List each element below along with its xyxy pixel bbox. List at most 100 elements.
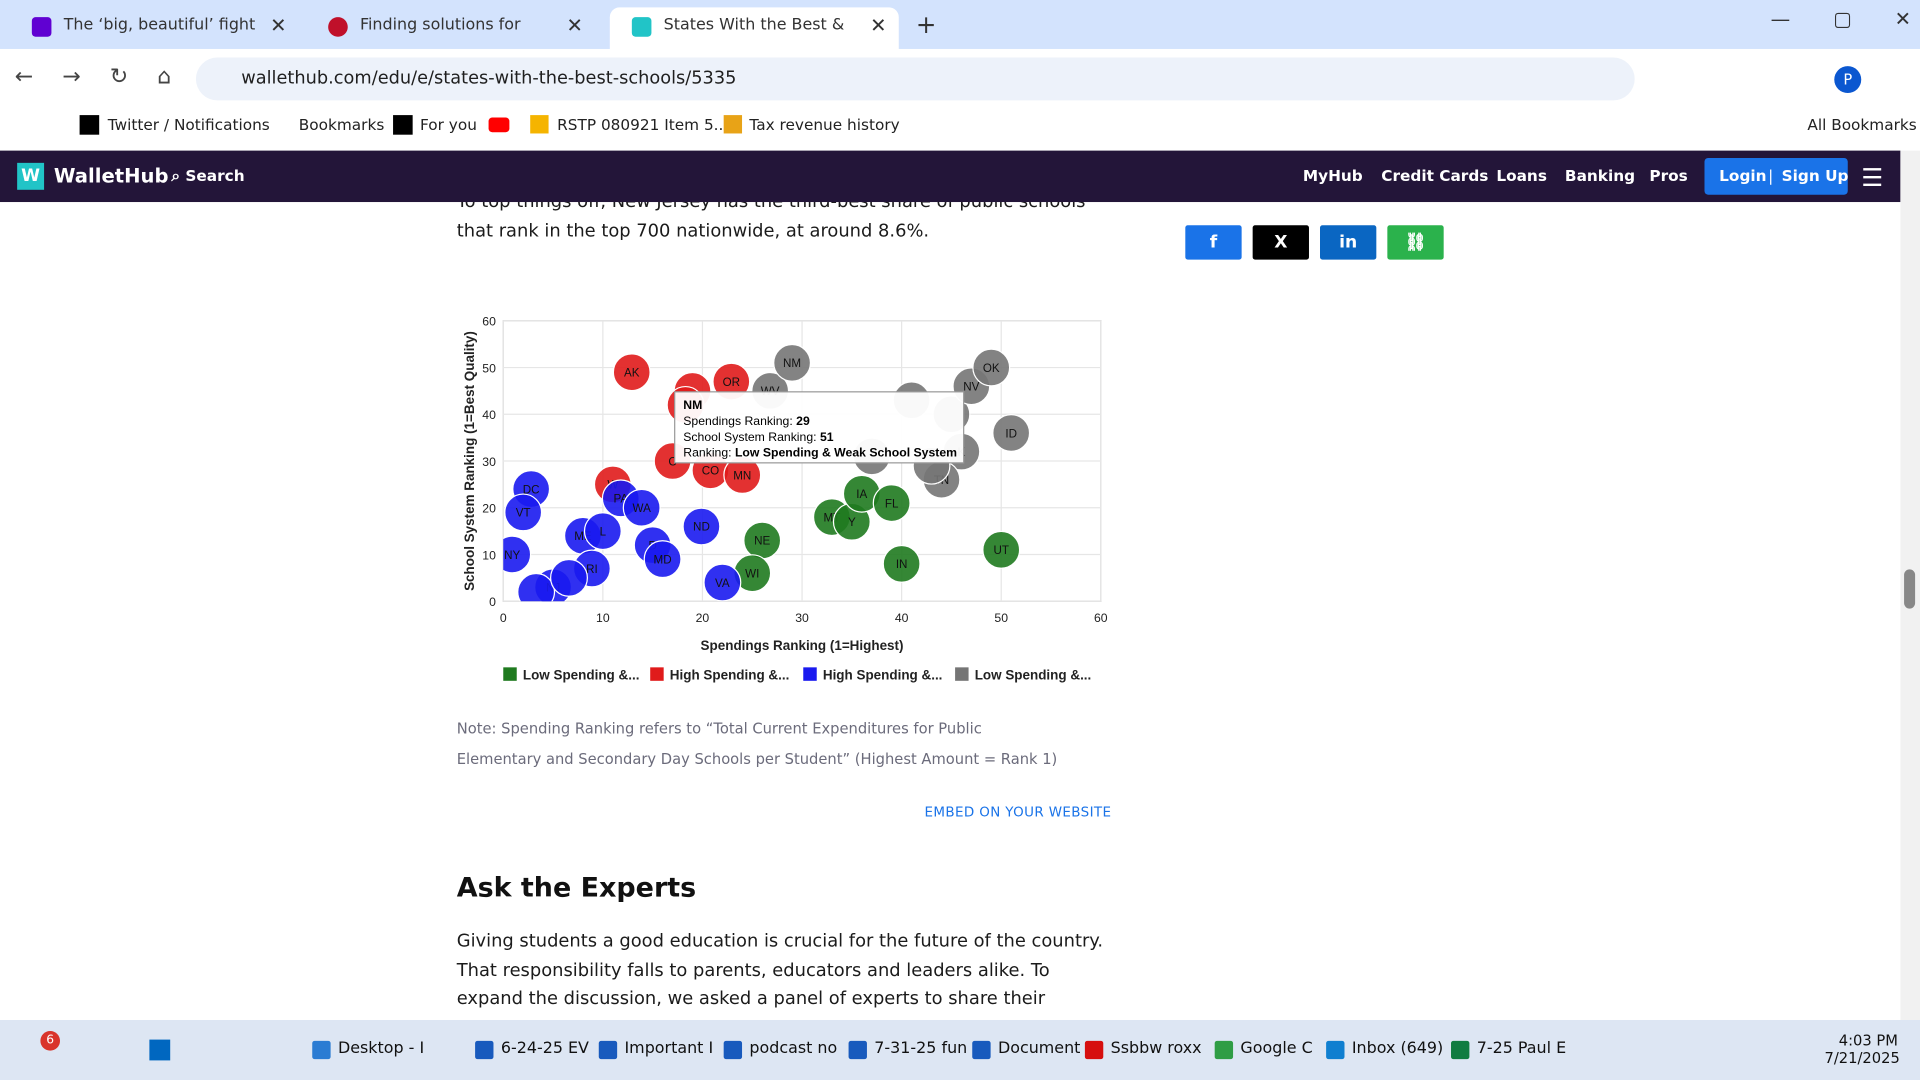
taskbar-item[interactable]: Google C [1240,1039,1313,1058]
taskbar-icon [1084,1040,1104,1060]
bubble-label: DC [523,483,540,496]
tab[interactable]: The ‘big, beautiful’ fight over sc✕ [10,7,299,49]
bubble-label: NM [783,357,801,370]
share-x[interactable]: X [1252,225,1309,260]
bookmark-icon [723,115,743,134]
bookmark-icon [488,117,510,133]
bookmark[interactable]: Tax revenue history [749,115,900,134]
x-tick-label: 10 [596,611,610,625]
bubble-label: NY [504,549,520,562]
bubble-label: ID [1005,427,1017,440]
section-heading: Ask the Experts [456,873,697,904]
embed-link[interactable]: EMBED ON YOUR WEBSITE [924,804,1112,821]
taskbar-item[interactable]: 6-24-25 EV [500,1039,589,1058]
legend-label: High Spending &... [823,668,943,683]
nav-link[interactable]: Loans [1496,166,1547,185]
legend-swatch [803,667,817,681]
tab-strip [0,0,1920,49]
start[interactable] [149,1039,171,1061]
nav-link[interactable]: Credit Cards [1381,166,1489,185]
tooltip-label: School System Ranking: [683,430,816,444]
logo[interactable]: WalletHub [53,164,169,188]
taskbar-item[interactable]: Document [997,1039,1081,1058]
tab-active[interactable]: States With the Best & Worst Sc✕ [609,7,899,49]
legend-label: High Spending &... [670,668,790,683]
tooltip-box [674,391,965,464]
bubble-label: OK [983,362,1000,375]
new-tab[interactable]: + [915,9,937,40]
bubble-label: VT [516,507,531,520]
bubble [882,544,921,583]
bubble [872,484,911,523]
bookmark[interactable]: For you [420,115,477,134]
taskbar-item[interactable]: Desktop - I [337,1039,425,1058]
logo-icon[interactable]: W [17,162,45,190]
all-bookmarks[interactable]: All Bookmarks [1807,115,1917,134]
search[interactable]: ⌕ Search [171,166,245,185]
x-axis-title: Spendings Ranking (1=Highest) [701,638,904,653]
share-facebook[interactable]: f [1185,225,1242,260]
clock[interactable]: 4:03 PM 7/21/2025 [1824,1032,1899,1066]
bubble-label: NE [754,535,770,548]
bookmark[interactable]: RSTP 080921 Item 5... [557,115,729,134]
y-tick-label: 50 [482,361,496,375]
taskbar-icon [1214,1040,1234,1060]
taskbar-item[interactable]: podcast no [749,1039,838,1058]
nav-link[interactable]: MyHub [1302,166,1363,185]
bookmark-icon [530,115,549,134]
bubble [583,512,622,551]
legend-label: Low Spending &... [975,668,1092,683]
taskbar-icon [475,1040,494,1060]
y-tick-label: 60 [482,315,496,329]
taskbar-item[interactable]: 7-31-25 fun [874,1039,968,1058]
y-tick-label: 0 [489,595,496,609]
window-controls[interactable]: — ▢ ✕ [1770,7,1912,31]
tab-title: The ‘big, beautiful’ fight over sc [63,15,256,35]
x-tick-label: 0 [500,611,507,625]
profile[interactable]: P [1834,66,1862,94]
bubble-label: VA [715,577,730,590]
taskbar-icon [1451,1040,1470,1060]
share-link[interactable]: ⛓ [1387,225,1444,260]
address-bar[interactable] [195,57,1635,101]
taskbar-item[interactable]: Ssbbw roxx [1110,1039,1202,1058]
share-linkedin[interactable]: in [1320,225,1377,260]
x-tick-label: 40 [895,611,909,625]
bubble-label: RI [586,563,598,576]
bubble [517,572,556,602]
bubble-label: ND [693,521,710,534]
plot: 0 10 20 30 40 50 60 0 10 20 30 40 50 60 Spendings Rank… [462,315,1108,683]
taskbar-item[interactable]: Important I [624,1039,714,1058]
bubble-label: Y [848,516,856,529]
time: 4:03 PM [1838,1032,1898,1050]
bubble [703,563,742,602]
tooltip-title: NM [683,398,702,412]
tab[interactable]: Finding solutions for safety con✕ [306,7,595,49]
tab-title: Finding solutions for safety con [360,15,521,35]
y-tick-label: 40 [482,408,496,422]
login[interactable]: Login [1719,166,1767,185]
taskbar-item[interactable]: 7-25 Paul E [1476,1039,1567,1058]
badge: 6 [40,1031,61,1051]
bubble-label: MD [654,553,672,566]
bubble [773,343,812,382]
bubble [504,493,543,532]
login-box [1704,157,1848,195]
nav-buttons[interactable]: ← → ↻ ⌂ [14,63,172,90]
tooltip-row: Spendings Ranking: 29 [683,414,810,428]
nav-link[interactable]: Banking [1564,166,1636,185]
chart-note: Note: Spending Ranking refers to “Total … [456,720,1058,768]
tooltip-label: Spendings Ranking: [683,414,793,428]
nav-link[interactable]: Pros [1649,166,1688,185]
bubble [972,348,1011,387]
signup[interactable]: Sign Up [1781,166,1849,185]
bookmark-icon [393,115,413,135]
taskbar-icon [312,1040,331,1060]
scroll-thumb[interactable] [1904,569,1916,609]
taskbar-icon [848,1040,867,1060]
taskbar-item[interactable]: Inbox (649) [1351,1039,1444,1058]
bookmark[interactable]: Bookmarks [298,115,385,134]
menu[interactable]: ☰ [1861,162,1884,193]
bookmark[interactable]: Twitter / Notifications [107,115,270,134]
